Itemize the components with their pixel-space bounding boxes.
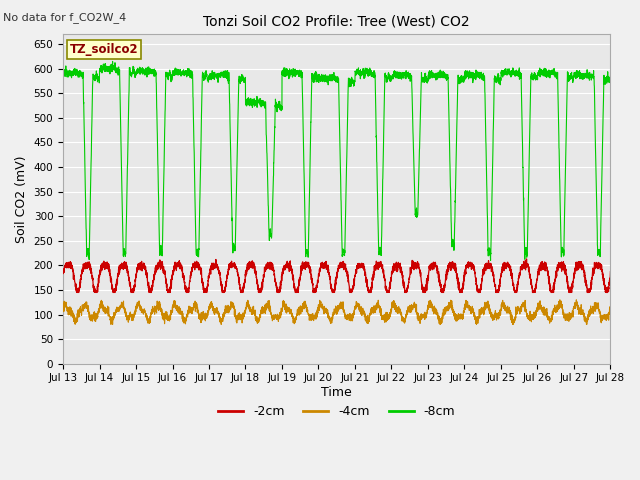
X-axis label: Time: Time [321,386,352,399]
Text: No data for f_CO2W_4: No data for f_CO2W_4 [3,12,127,23]
Title: Tonzi Soil CO2 Profile: Tree (West) CO2: Tonzi Soil CO2 Profile: Tree (West) CO2 [204,15,470,29]
Legend: -2cm, -4cm, -8cm: -2cm, -4cm, -8cm [213,400,460,423]
Text: TZ_soilco2: TZ_soilco2 [70,43,138,56]
Y-axis label: Soil CO2 (mV): Soil CO2 (mV) [15,156,28,243]
